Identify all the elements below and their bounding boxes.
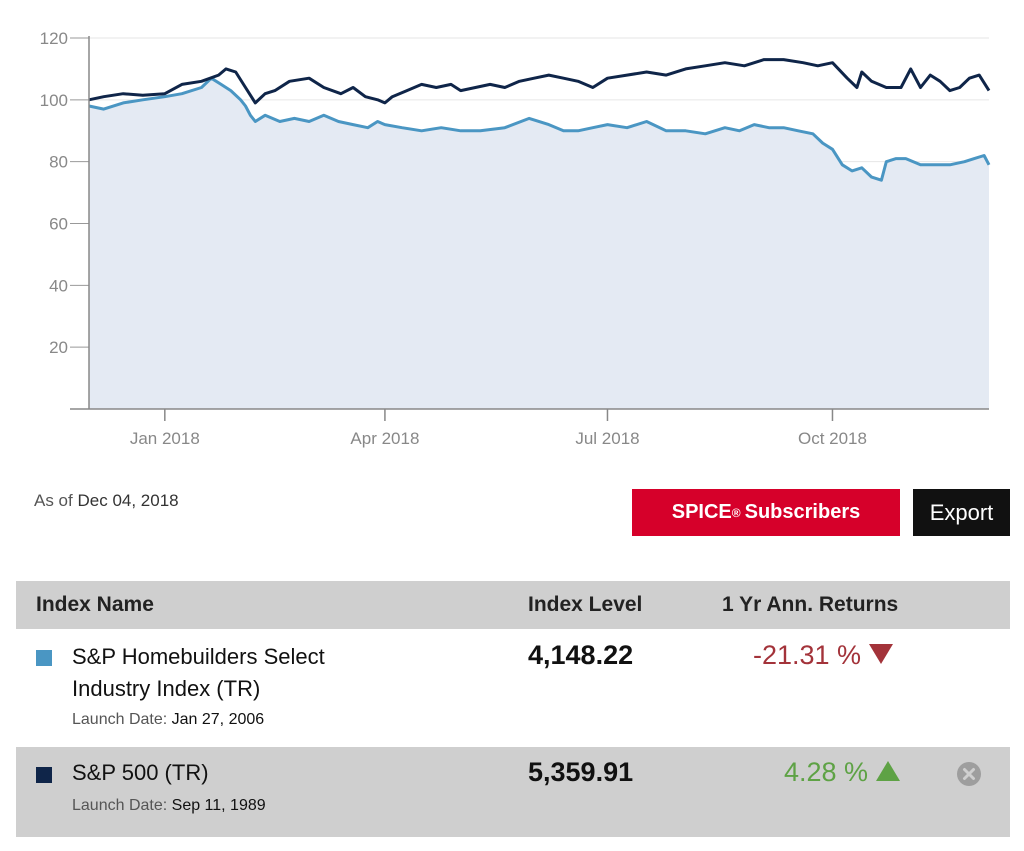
series-swatch-homebuilders: [36, 650, 52, 666]
returns-value: -21.31 %: [753, 640, 862, 670]
launch-label: Launch Date:: [72, 797, 168, 814]
launch-date-homebuilders: Launch Date: Jan 27, 2006: [72, 711, 264, 729]
returns-value: 4.28 %: [784, 757, 869, 787]
index-name-sp500: S&P 500 (TR): [72, 760, 209, 785]
as-of-value: Dec 04, 2018: [77, 491, 179, 510]
index-name-homebuilders: S&P Homebuilders Select Industry Index (…: [72, 641, 452, 705]
launch-label: Launch Date:: [72, 711, 168, 728]
y-tick-label: 80: [49, 153, 68, 172]
header-index-level: Index Level: [528, 593, 643, 616]
y-tick-label: 60: [49, 215, 68, 234]
spice-label: SPICE: [671, 501, 732, 523]
up-triangle-icon: [875, 761, 900, 781]
as-of-date: As of Dec 04, 2018: [34, 491, 179, 511]
y-tick-label: 20: [49, 338, 68, 357]
index-level-sp500: 5,359.91: [528, 757, 634, 787]
series-line: [88, 76, 991, 182]
as-of-label: As of: [34, 491, 73, 510]
returns-homebuilders: -21.31 %: [753, 640, 893, 671]
header-returns: 1 Yr Ann. Returns: [722, 593, 899, 616]
index-name-line1: S&P Homebuilders Select: [72, 644, 325, 669]
registered-mark: ®: [731, 505, 741, 520]
y-tick-label: 40: [49, 276, 68, 295]
series-swatch-sp500: [36, 767, 52, 783]
header-index-name: Index Name: [36, 593, 154, 616]
returns-sp500: 4.28 %: [784, 757, 900, 788]
index-name-line2: Industry Index (TR): [72, 676, 261, 701]
spice-subscribers-button[interactable]: SPICE ® Subscribers: [632, 489, 900, 536]
y-tick-label: 100: [40, 91, 68, 110]
series-area-fill: [89, 78, 989, 409]
down-triangle-icon: [868, 644, 893, 664]
x-tick-label: Oct 2018: [798, 429, 867, 448]
export-button[interactable]: Export: [913, 489, 1010, 536]
series-line: [88, 58, 991, 105]
spice-suffix: Subscribers: [744, 501, 861, 523]
close-icon[interactable]: [956, 761, 982, 787]
launch-date-value: Sep 11, 1989: [171, 797, 266, 814]
performance-chart: 120 100 80 60 40 20 Jan 2018 Apr 2018 Jul 2018 Oc…: [40, 29, 991, 448]
x-tick-label: Jul 2018: [575, 429, 639, 448]
x-tick-label: Apr 2018: [350, 429, 419, 448]
launch-date-sp500: Launch Date: Sep 11, 1989: [72, 797, 266, 815]
table-header: Index Name Index Level 1 Yr Ann. Returns: [16, 581, 1010, 629]
launch-date-value: Jan 27, 2006: [171, 711, 265, 728]
x-tick-label: Jan 2018: [130, 429, 200, 448]
table-row: S&P Homebuilders Select Industry Index (…: [16, 629, 1010, 747]
table-row: S&P 500 (TR) Launch Date: Sep 11, 1989 5…: [16, 747, 1010, 837]
index-level-homebuilders: 4,148.22: [528, 640, 634, 670]
y-tick-label: 120: [40, 29, 68, 48]
